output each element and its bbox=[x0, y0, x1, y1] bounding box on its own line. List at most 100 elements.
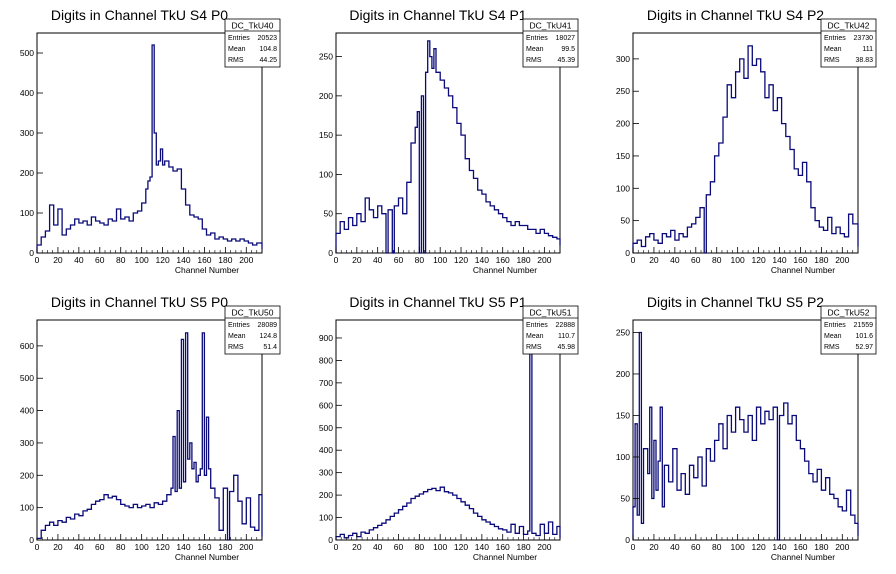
stats-label-entries: Entries bbox=[824, 322, 846, 329]
x-tick-label: 140 bbox=[475, 542, 489, 552]
y-tick-label: 300 bbox=[20, 128, 34, 138]
histogram-line bbox=[36, 332, 263, 541]
y-tick-label: 500 bbox=[20, 48, 34, 58]
y-tick-label: 0 bbox=[328, 535, 333, 545]
y-tick-label: 600 bbox=[319, 400, 333, 410]
stats-box: DC_TkU51 Entries 22888 Mean 110.7 RMS 45.98 bbox=[522, 305, 579, 355]
stats-label-rms: RMS bbox=[228, 344, 244, 351]
x-tick-label: 200 bbox=[239, 542, 253, 552]
x-tick-label: 180 bbox=[814, 542, 828, 552]
histogram-panel: Digits in Channel TkU S4 P2 0 20 40 60 80 100 1… bbox=[616, 7, 877, 275]
plot-frame bbox=[335, 32, 561, 254]
x-tick-label: 160 bbox=[496, 542, 510, 552]
histogram-line bbox=[36, 44, 263, 253]
x-tick-label: 120 bbox=[454, 255, 468, 265]
x-tick-label: 160 bbox=[793, 542, 807, 552]
chart-title: Digits in Channel TkU S4 P1 bbox=[349, 7, 526, 23]
stats-label-entries: Entries bbox=[228, 322, 250, 329]
stats-label-rms: RMS bbox=[526, 344, 542, 351]
y-tick-label: 900 bbox=[319, 333, 333, 343]
chart-title: Digits in Channel TkU S4 P2 bbox=[647, 7, 824, 23]
histogram-line bbox=[632, 331, 859, 541]
stats-name: DC_TkU51 bbox=[529, 308, 571, 318]
stats-label-rms: RMS bbox=[228, 57, 244, 64]
x-tick-label: 40 bbox=[373, 542, 383, 552]
y-tick-label: 250 bbox=[616, 86, 630, 96]
x-tick-label: 80 bbox=[116, 542, 126, 552]
x-axis-label: Channel Number bbox=[473, 265, 537, 275]
x-tick-label: 0 bbox=[631, 542, 636, 552]
histogram-panel: Digits in Channel TkU S5 P2 0 20 40 60 80 100 1… bbox=[616, 294, 877, 562]
stats-label-entries: Entries bbox=[824, 35, 846, 42]
x-tick-label: 20 bbox=[53, 542, 63, 552]
x-tick-label: 200 bbox=[537, 255, 551, 265]
stats-name: DC_TkU40 bbox=[231, 21, 273, 31]
y-tick-label: 100 bbox=[20, 208, 34, 218]
x-tick-label: 100 bbox=[135, 255, 149, 265]
stats-value-entries: 28089 bbox=[258, 322, 278, 329]
y-tick-label: 400 bbox=[20, 88, 34, 98]
y-tick-label: 50 bbox=[621, 493, 631, 503]
chart-title: Digits in Channel TkU S5 P2 bbox=[647, 294, 824, 310]
histogram-panel: Digits in Channel TkU S5 P1 0 20 40 60 80 100 1… bbox=[319, 294, 579, 562]
y-tick-label: 700 bbox=[319, 378, 333, 388]
stats-label-rms: RMS bbox=[526, 57, 542, 64]
y-tick-label: 0 bbox=[625, 535, 630, 545]
y-tick-label: 200 bbox=[20, 470, 34, 480]
x-tick-label: 60 bbox=[95, 542, 105, 552]
stats-name: DC_TkU50 bbox=[231, 308, 273, 318]
x-tick-label: 160 bbox=[197, 542, 211, 552]
x-tick-label: 180 bbox=[516, 542, 530, 552]
x-tick-label: 100 bbox=[433, 255, 447, 265]
x-tick-label: 140 bbox=[772, 255, 786, 265]
x-tick-label: 0 bbox=[35, 255, 40, 265]
y-tick-label: 150 bbox=[616, 151, 630, 161]
y-tick-label: 100 bbox=[319, 169, 333, 179]
stats-box: DC_TkU42 Entries 23730 Mean 111 RMS 38.83 bbox=[820, 18, 877, 68]
histogram-line bbox=[335, 341, 561, 540]
x-tick-label: 100 bbox=[731, 542, 745, 552]
x-tick-label: 40 bbox=[373, 255, 383, 265]
chart-title: Digits in Channel TkU S4 P0 bbox=[51, 7, 228, 23]
stats-box-frame bbox=[522, 305, 579, 355]
x-axis-label: Channel Number bbox=[473, 552, 537, 562]
x-tick-label: 20 bbox=[352, 542, 362, 552]
y-tick-label: 200 bbox=[616, 119, 630, 129]
x-tick-label: 80 bbox=[712, 255, 722, 265]
histogram-panel: Digits in Channel TkU S4 P0 0 20 40 60 80 100 1… bbox=[20, 7, 281, 275]
x-tick-label: 20 bbox=[53, 255, 63, 265]
stats-value-rms: 45.98 bbox=[557, 344, 575, 351]
stats-value-entries: 21559 bbox=[854, 322, 874, 329]
x-tick-label: 120 bbox=[155, 255, 169, 265]
x-tick-label: 180 bbox=[218, 255, 232, 265]
chart-title: Digits in Channel TkU S5 P1 bbox=[349, 294, 526, 310]
histogram-line bbox=[632, 45, 859, 254]
x-tick-label: 60 bbox=[691, 542, 701, 552]
stats-value-entries: 20523 bbox=[258, 35, 278, 42]
stats-name: DC_TkU52 bbox=[827, 308, 869, 318]
stats-label-mean: Mean bbox=[228, 46, 246, 53]
x-tick-label: 120 bbox=[454, 542, 468, 552]
stats-box-frame bbox=[224, 305, 281, 355]
y-tick-label: 0 bbox=[625, 248, 630, 258]
y-tick-label: 200 bbox=[319, 490, 333, 500]
stats-value-mean: 99.5 bbox=[561, 46, 575, 53]
chart-title: Digits in Channel TkU S5 P0 bbox=[51, 294, 228, 310]
x-tick-label: 200 bbox=[239, 255, 253, 265]
stats-box: DC_TkU40 Entries 20523 Mean 104.8 RMS 44.25 bbox=[224, 18, 281, 68]
x-tick-label: 40 bbox=[74, 542, 84, 552]
plot-frame bbox=[36, 32, 263, 254]
y-tick-label: 200 bbox=[319, 91, 333, 101]
stats-value-entries: 18027 bbox=[556, 35, 576, 42]
histogram-panel: Digits in Channel TkU S4 P1 0 20 40 60 80 100 1… bbox=[319, 7, 579, 275]
x-tick-label: 100 bbox=[135, 542, 149, 552]
x-tick-label: 80 bbox=[116, 255, 126, 265]
x-tick-label: 20 bbox=[352, 255, 362, 265]
x-tick-label: 60 bbox=[95, 255, 105, 265]
stats-value-mean: 111 bbox=[862, 46, 873, 53]
x-tick-label: 0 bbox=[334, 542, 339, 552]
stats-box-frame bbox=[522, 18, 579, 68]
y-tick-label: 250 bbox=[616, 327, 630, 337]
x-tick-label: 140 bbox=[475, 255, 489, 265]
x-tick-label: 180 bbox=[218, 542, 232, 552]
